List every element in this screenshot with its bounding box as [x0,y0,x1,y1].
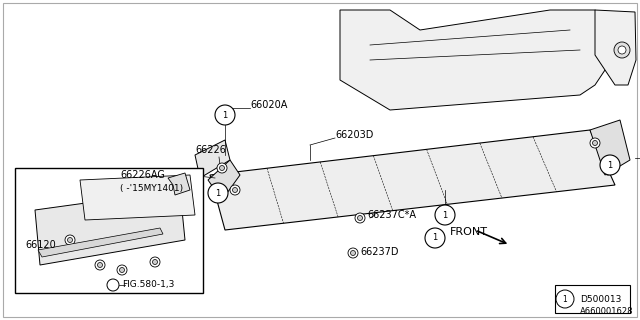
Circle shape [215,105,235,125]
Text: 66020A: 66020A [250,100,287,110]
Circle shape [618,46,626,54]
Text: 66203D: 66203D [335,130,373,140]
Bar [15,168,203,293]
Circle shape [603,165,613,175]
Text: FIG.580-1,3: FIG.580-1,3 [122,281,174,290]
Text: 1: 1 [442,211,447,220]
Polygon shape [340,10,615,110]
Polygon shape [210,130,615,230]
Text: 66237C*A: 66237C*A [367,210,416,220]
Text: 1: 1 [222,110,228,119]
Circle shape [556,290,574,308]
Circle shape [208,183,228,203]
Text: 1: 1 [433,234,438,243]
Text: 66237D: 66237D [360,247,399,257]
Text: 1: 1 [216,188,221,197]
Text: A660001628: A660001628 [580,308,634,316]
Polygon shape [80,175,195,220]
Circle shape [358,215,362,220]
Polygon shape [195,140,230,178]
Circle shape [614,42,630,58]
Text: 66226AG: 66226AG [120,170,165,180]
Circle shape [609,159,614,164]
Circle shape [65,235,75,245]
Circle shape [425,228,445,248]
Circle shape [593,140,598,146]
Text: D500013: D500013 [580,294,621,303]
Circle shape [217,163,227,173]
Bar [555,285,630,313]
Polygon shape [590,120,630,175]
Polygon shape [168,173,190,195]
Polygon shape [595,10,636,85]
Circle shape [107,279,119,291]
Text: 66120: 66120 [25,240,56,250]
Circle shape [67,237,72,243]
Circle shape [220,165,225,171]
Text: FRONT: FRONT [450,227,488,237]
Circle shape [97,262,102,268]
Circle shape [150,257,160,267]
Circle shape [230,185,240,195]
Polygon shape [35,190,185,265]
Circle shape [600,155,620,175]
Text: 1: 1 [607,161,612,170]
Circle shape [351,251,355,255]
Circle shape [348,248,358,258]
Circle shape [607,157,617,167]
Text: 66226: 66226 [195,145,226,155]
Polygon shape [38,228,163,257]
Circle shape [117,265,127,275]
Circle shape [120,268,125,273]
Circle shape [605,167,611,172]
Circle shape [95,260,105,270]
Circle shape [435,205,455,225]
Circle shape [355,213,365,223]
Text: 1: 1 [563,294,568,303]
Polygon shape [208,160,240,200]
Circle shape [152,260,157,265]
Text: ( -'15MY1401): ( -'15MY1401) [120,183,183,193]
Circle shape [232,188,237,193]
Circle shape [590,138,600,148]
